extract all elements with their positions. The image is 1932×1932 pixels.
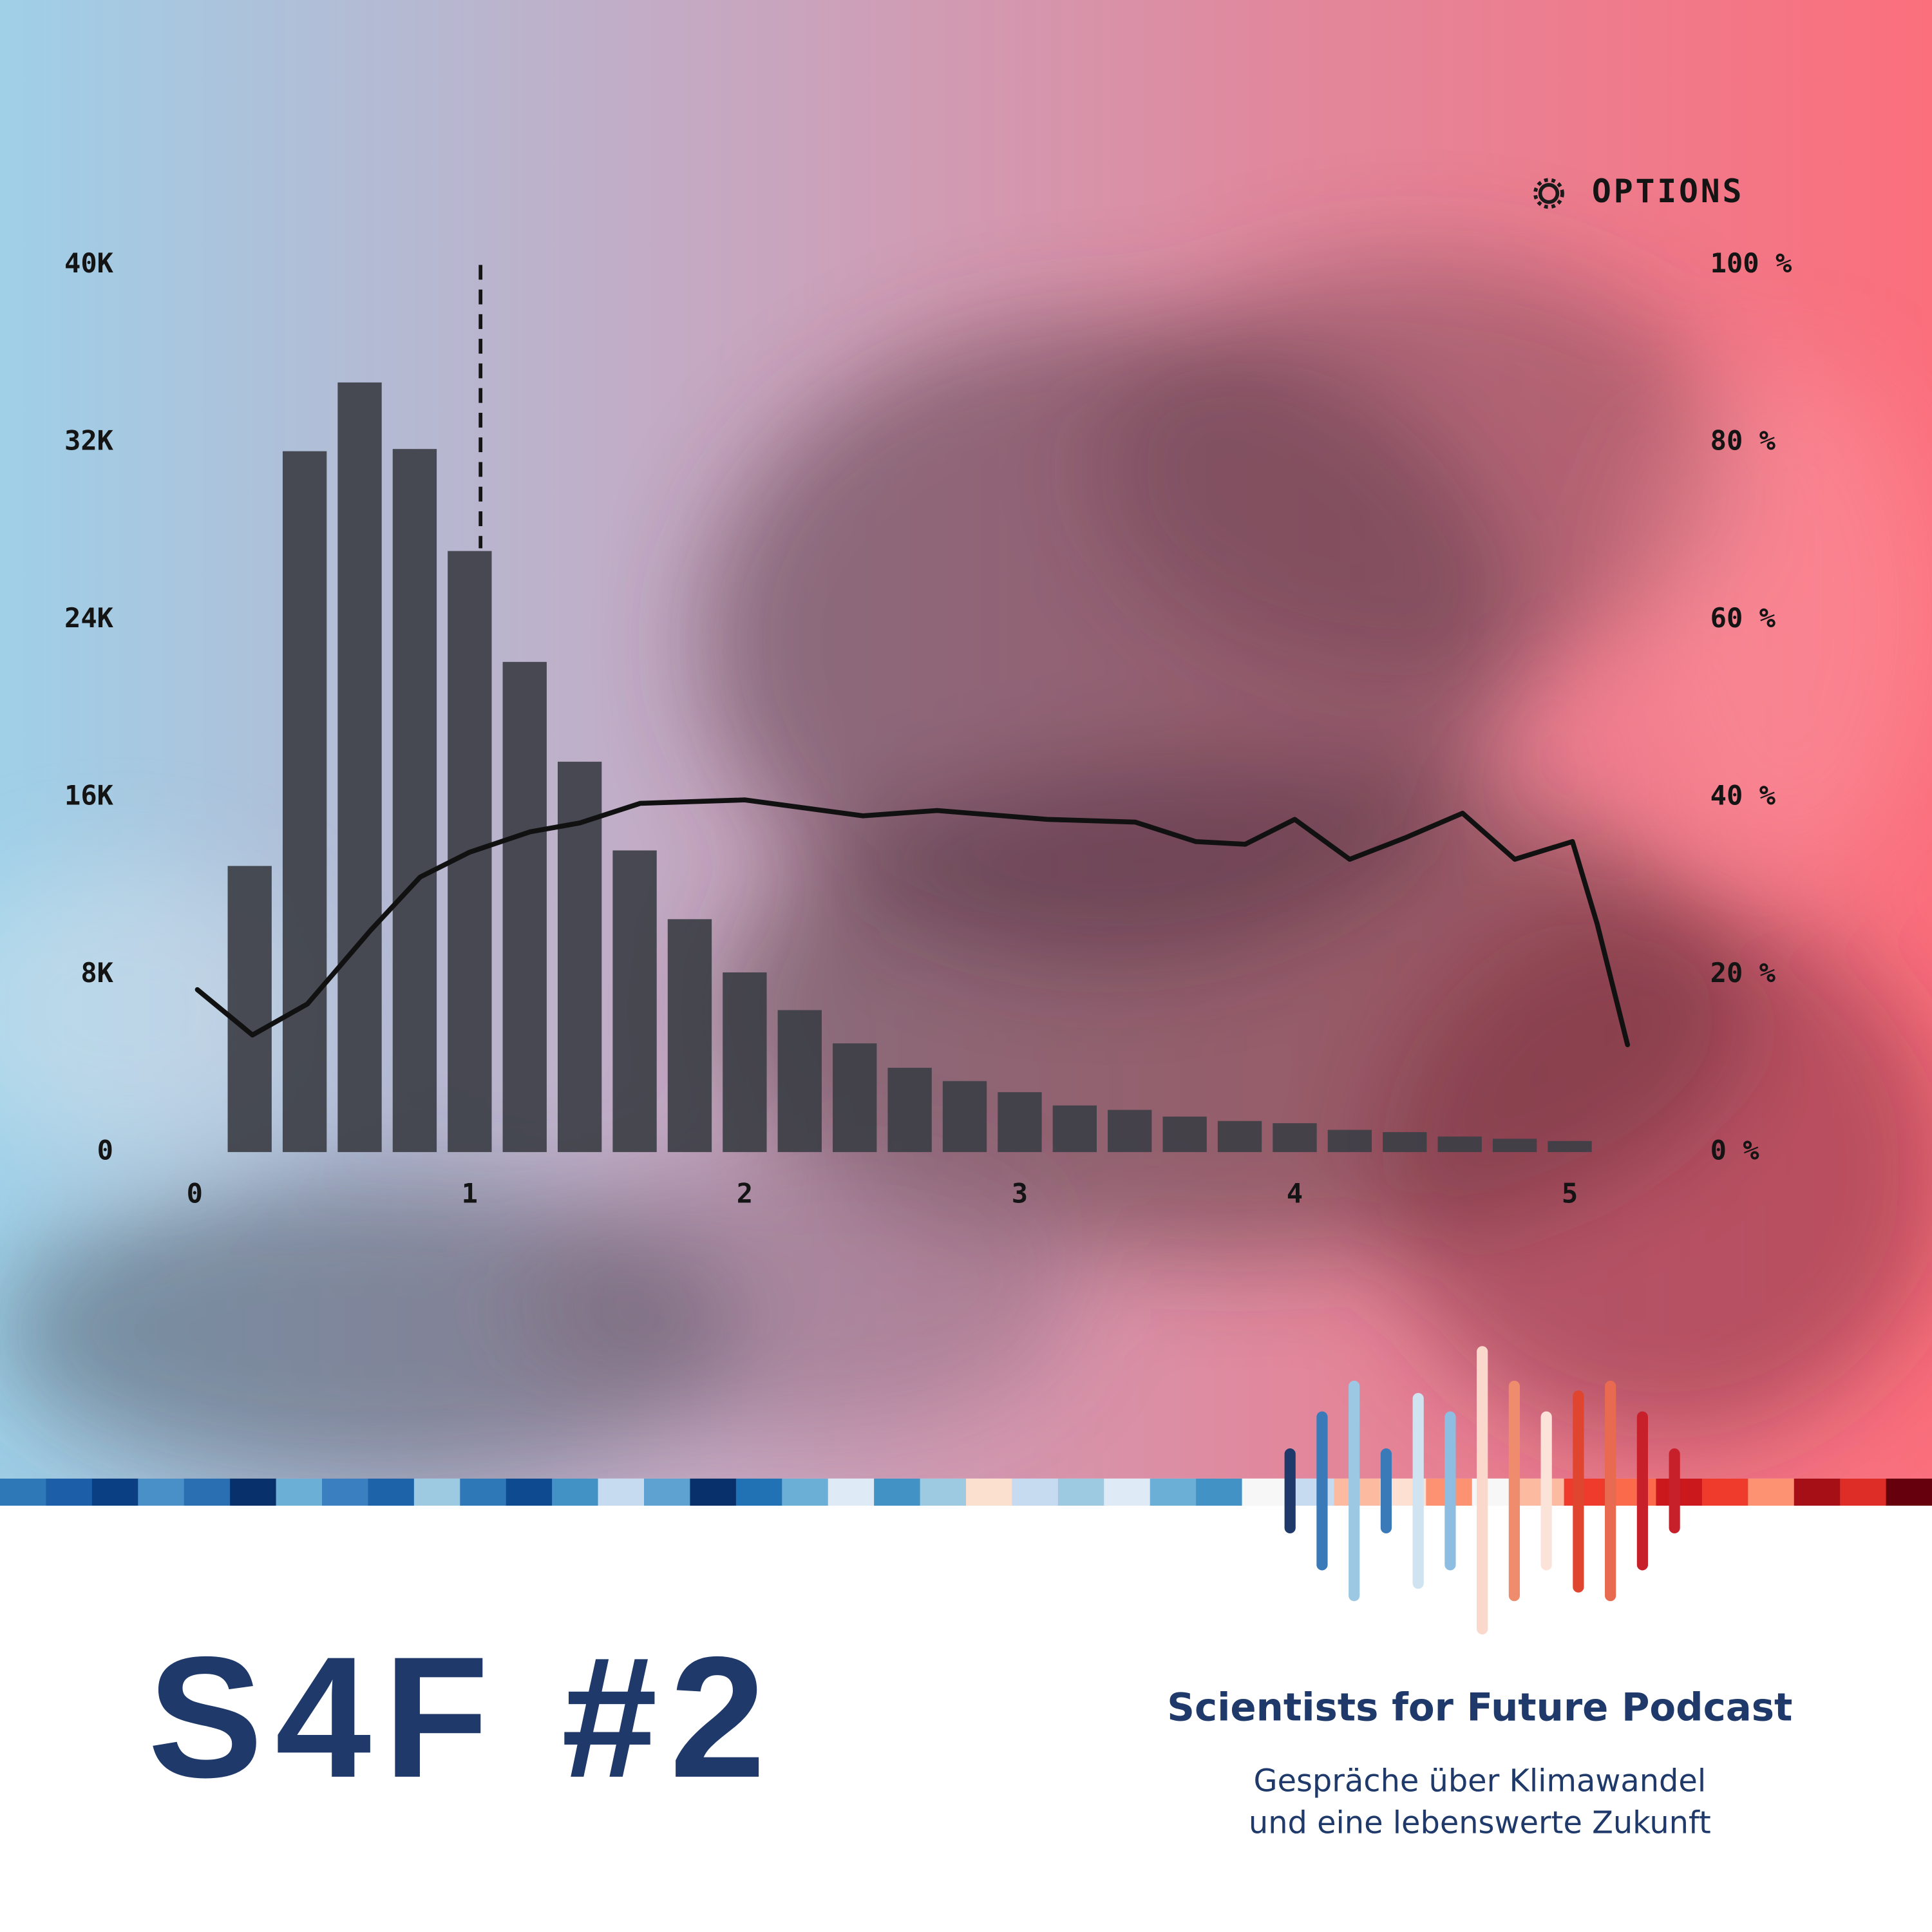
stripe — [0, 1478, 47, 1506]
bar — [1217, 1121, 1262, 1152]
bar — [887, 1068, 932, 1152]
stripe — [644, 1478, 691, 1506]
stripe — [874, 1478, 921, 1506]
x-tick-label: 3 — [1012, 1177, 1028, 1209]
stripe — [91, 1478, 139, 1506]
stripe — [1012, 1478, 1059, 1506]
y2-tick-label: 60 % — [1710, 602, 1776, 634]
bar — [1492, 1139, 1537, 1152]
stripe — [1886, 1478, 1932, 1506]
x-tick-label: 2 — [737, 1177, 753, 1209]
y-tick-label: 16K — [64, 779, 114, 811]
y2-tick-label: 80 % — [1710, 424, 1776, 456]
stripe — [966, 1478, 1013, 1506]
bar — [998, 1092, 1042, 1152]
tagline: und eine lebenswerte Zukunft — [1249, 1806, 1711, 1841]
stripe — [1057, 1478, 1105, 1506]
stripe — [782, 1478, 829, 1506]
bar — [667, 919, 712, 1152]
options-label: OPTIONS — [1592, 173, 1744, 210]
stripe — [1564, 1478, 1611, 1506]
bar — [833, 1043, 877, 1152]
stripe — [138, 1478, 185, 1506]
stripe — [1701, 1478, 1749, 1506]
y-tick-label: 8K — [80, 957, 113, 989]
bar — [1383, 1132, 1427, 1152]
y2-tick-label: 40 % — [1710, 779, 1776, 811]
stripe — [368, 1478, 415, 1506]
bar — [612, 850, 657, 1152]
podcast-name: Scientists for Future Podcast — [1167, 1685, 1792, 1730]
line — [194, 797, 1631, 1048]
options-gear — [1533, 178, 1564, 209]
stripe — [1610, 1478, 1657, 1506]
stripe — [690, 1478, 737, 1506]
bar — [1162, 1116, 1207, 1152]
stripe — [230, 1478, 277, 1506]
stripe — [1840, 1478, 1887, 1506]
stripe — [828, 1478, 875, 1506]
stripe — [920, 1478, 967, 1506]
bar — [337, 382, 382, 1152]
podcast-logo — [1284, 1346, 1680, 1634]
x-tick-label: 5 — [1562, 1177, 1578, 1209]
stripe — [276, 1478, 323, 1506]
bar — [942, 1081, 987, 1152]
stripe — [46, 1478, 93, 1506]
y-tick-label: 24K — [64, 602, 114, 634]
bar — [502, 661, 547, 1152]
bar — [777, 1010, 822, 1152]
y2-tick-label: 0 % — [1710, 1134, 1760, 1166]
stripe — [1104, 1478, 1151, 1506]
y-tick-label: 32K — [64, 424, 114, 456]
x-tick-label: 4 — [1287, 1177, 1303, 1209]
y-tick-label: 40K — [64, 247, 114, 279]
bar — [227, 866, 272, 1152]
bar — [1108, 1110, 1152, 1152]
tagline: Gespräche über Klimawandel — [1254, 1763, 1707, 1799]
y-tick-label: 0 — [97, 1134, 113, 1166]
stripe — [184, 1478, 231, 1506]
bar — [1052, 1105, 1097, 1152]
stripe — [735, 1478, 783, 1506]
stripe — [460, 1478, 507, 1506]
stripe — [1196, 1478, 1243, 1506]
stripe — [552, 1478, 599, 1506]
bar — [282, 451, 327, 1152]
stripe — [413, 1478, 461, 1506]
bar — [1327, 1130, 1372, 1152]
stripe — [1150, 1478, 1197, 1506]
x-tick-label: 1 — [462, 1177, 478, 1209]
stripe — [1748, 1478, 1795, 1506]
y2-tick-label: 20 % — [1710, 957, 1776, 989]
episode-title: S4F #2 — [148, 1621, 778, 1814]
stripe — [1794, 1478, 1841, 1506]
bar — [1548, 1141, 1592, 1152]
bar — [1273, 1123, 1317, 1152]
x-tick-label: 0 — [187, 1177, 203, 1209]
stripe — [506, 1478, 553, 1506]
bar — [723, 972, 767, 1152]
stripe — [1242, 1478, 1289, 1506]
bar — [1437, 1136, 1482, 1152]
bar — [392, 449, 437, 1152]
y2-tick-label: 100 % — [1710, 247, 1792, 279]
stripe — [322, 1478, 369, 1506]
stripe — [598, 1478, 645, 1506]
